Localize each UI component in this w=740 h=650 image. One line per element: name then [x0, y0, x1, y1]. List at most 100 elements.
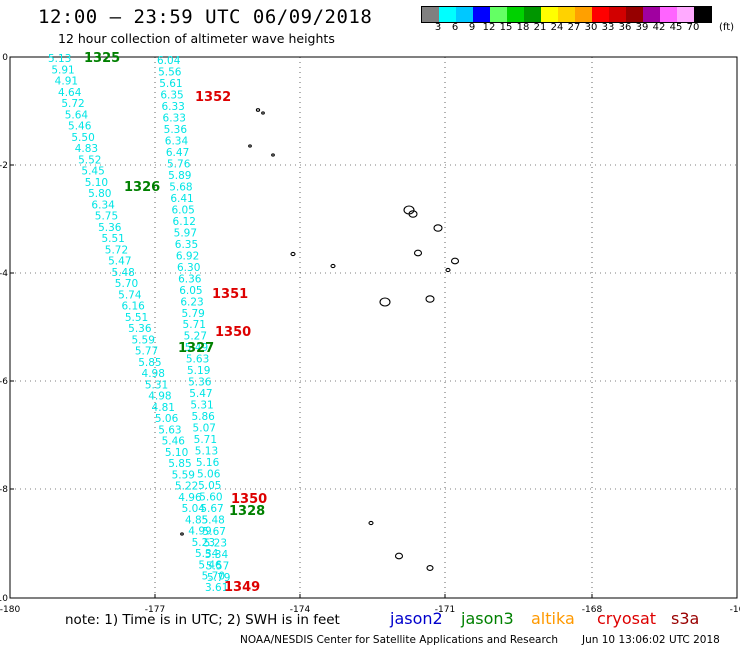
- swh-value-track-b: 5.97: [174, 227, 197, 239]
- swh-value-track-a: 4.83: [75, 143, 98, 155]
- legend-swatch: [524, 7, 541, 22]
- color-scale-legend: [421, 6, 712, 23]
- footer-note: note: 1) Time is in UTC; 2) SWH is in fe…: [65, 612, 340, 628]
- legend-swatch: [541, 7, 558, 22]
- swh-value-track-b: 5.76: [167, 158, 191, 170]
- legend-tick-label: 39: [635, 22, 649, 33]
- island-outline: [379, 297, 391, 307]
- satellite-label-altika: altika: [531, 609, 575, 628]
- swh-value-track-b: 6.92: [176, 250, 199, 262]
- swh-value-track-b: 6.41: [170, 193, 193, 205]
- swh-value-track-a: 5.70: [202, 571, 225, 583]
- longitude-tick-label: -180: [0, 605, 20, 615]
- swh-value-track-a: 5.72: [61, 98, 84, 110]
- swh-value-track-a: 4.85: [185, 514, 208, 526]
- swh-value-track-b: 5.19: [187, 365, 210, 377]
- legend-tick-label: 30: [584, 22, 598, 33]
- swh-value-track-b: 6.05: [179, 285, 202, 297]
- satellite-label-jason2: jason2: [390, 609, 443, 628]
- swh-value-track-b: 6.30: [177, 262, 200, 274]
- swh-value-track-b: 6.35: [160, 89, 183, 101]
- island-outline: [290, 251, 296, 257]
- swh-value-track-a: 5.64: [65, 109, 89, 121]
- island-outline: [261, 111, 265, 115]
- swh-value-track-a: 6.34: [91, 199, 115, 211]
- swh-value-track-b: 5.79: [207, 572, 230, 584]
- swh-value-track-a: 4.98: [142, 368, 165, 380]
- longitude-tick-label: -171: [435, 605, 455, 615]
- swh-value-track-b: 5.86: [191, 411, 215, 423]
- island-outline: [330, 263, 336, 269]
- swh-value-track-a: 5.75: [95, 211, 118, 223]
- swh-value-track-b: 5.34: [205, 549, 229, 561]
- island-outline: [180, 532, 184, 536]
- legend-swatch: [456, 7, 473, 22]
- legend-tick-label: 45: [669, 22, 683, 33]
- legend-tick-label: 9: [468, 22, 476, 33]
- swh-value-track-b: 5.27: [184, 331, 207, 343]
- legend-swatch: [609, 7, 626, 22]
- swh-value-track-b: 6.33: [163, 112, 186, 124]
- swh-value-track-b: 6.36: [178, 273, 202, 285]
- swh-value-track-a: 4.81: [152, 402, 175, 414]
- orbit-number-label: 1352: [195, 90, 231, 105]
- swh-value-track-b: 6.05: [171, 204, 194, 216]
- swh-value-track-a: 4.99: [188, 526, 211, 538]
- legend-tick-label: 70: [686, 22, 700, 33]
- legend-tick-label: 3: [434, 22, 442, 33]
- swh-value-track-b: 5.06: [197, 469, 221, 481]
- legend-swatch: [694, 7, 711, 22]
- swh-value-track-a: 4.91: [55, 76, 78, 88]
- island-outline: [394, 552, 404, 560]
- swh-value-track-a: 5.80: [88, 188, 111, 200]
- map-subtitle: 12 hour collection of altimeter wave hei…: [58, 31, 335, 46]
- latitude-tick-label: -8: [0, 485, 8, 495]
- longitude-tick-label: -16: [730, 605, 740, 615]
- legend-swatch: [558, 7, 575, 22]
- swh-value-track-a: 5.13: [48, 53, 71, 65]
- map-frame: [9, 56, 738, 599]
- swh-value-track-b: 5.48: [201, 515, 224, 527]
- map-title: 12:00 – 23:59 UTC 06/09/2018: [38, 6, 373, 28]
- swh-value-track-b: 5.67: [203, 526, 226, 538]
- legend-swatch: [643, 7, 660, 22]
- swh-value-track-a: 5.77: [135, 346, 158, 358]
- swh-value-track-b: 5.71: [194, 434, 217, 446]
- island-outline: [271, 153, 275, 157]
- swh-value-track-a: 5.10: [165, 447, 188, 459]
- swh-value-track-a: 4.96: [178, 492, 202, 504]
- legend-swatch: [439, 7, 456, 22]
- swh-value-track-a: 5.85: [138, 357, 161, 369]
- island-outline: [413, 249, 423, 257]
- swh-value-track-a: 5.23: [192, 537, 215, 549]
- orbit-number-label: 1328: [229, 504, 265, 519]
- swh-value-track-b: 5.57: [206, 561, 229, 573]
- legend-swatch: [660, 7, 677, 22]
- swh-value-track-b: 5.61: [159, 78, 182, 90]
- orbit-number-label: 1327: [178, 341, 214, 356]
- satellite-label-cryosat: cryosat: [597, 609, 657, 628]
- swh-value-track-a: 5.70: [115, 278, 138, 290]
- swh-value-track-b: 6.33: [161, 101, 184, 113]
- swh-value-track-a: 5.04: [182, 503, 206, 515]
- generated-timestamp: Jun 10 13:06:02 UTC 2018: [582, 634, 720, 646]
- legend-tick-label: 36: [618, 22, 632, 33]
- swh-value-track-a: 5.52: [78, 154, 101, 166]
- orbit-number-label: 1350: [231, 492, 267, 507]
- legend-tick-label: 33: [601, 22, 615, 33]
- legend-swatch: [575, 7, 592, 22]
- swh-value-track-a: 5.36: [128, 323, 152, 335]
- swh-value-track-a: 3.61: [205, 582, 228, 594]
- swh-value-track-a: 5.22: [175, 481, 198, 493]
- swh-value-track-b: 6.35: [175, 239, 198, 251]
- legend-tick-label: 15: [499, 22, 513, 33]
- legend-tick-label: 12: [482, 22, 496, 33]
- longitude-tick-label: -177: [145, 605, 165, 615]
- swh-value-track-b: 5.07: [193, 423, 216, 435]
- island-outline: [255, 108, 261, 112]
- swh-value-track-b: 6.34: [165, 135, 189, 147]
- credit-line: NOAA/NESDIS Center for Satellite Applica…: [240, 634, 558, 646]
- island-outline: [408, 210, 418, 218]
- swh-value-track-a: 5.59: [172, 469, 195, 481]
- legend-tick-label: 18: [516, 22, 530, 33]
